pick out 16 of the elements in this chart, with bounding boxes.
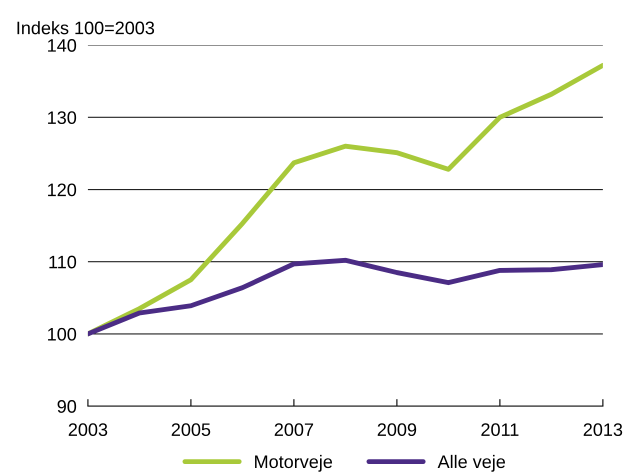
x-tick-label: 2013 [584, 423, 622, 436]
x-tick-label: 2011 [481, 423, 518, 436]
y-axis-title: Indeks 100=2003 [17, 21, 154, 34]
y-tick-label: 110 [49, 256, 76, 268]
x-tick-label: 2007 [274, 423, 314, 436]
line-series [88, 258, 603, 336]
x-tick-label: 2005 [172, 423, 210, 436]
y-tick-label: 100 [48, 328, 76, 341]
x-tick-label: 2009 [378, 423, 416, 436]
y-tick-label: 130 [48, 111, 76, 124]
y-tick-label: 120 [48, 183, 76, 196]
y-tick-label: 140 [48, 39, 76, 52]
y-tick-label: 90 [58, 400, 76, 413]
x-tick-label: 2003 [68, 423, 108, 436]
legend-label: Alle veje [438, 454, 506, 472]
legend-label: Motorveje [255, 454, 332, 472]
